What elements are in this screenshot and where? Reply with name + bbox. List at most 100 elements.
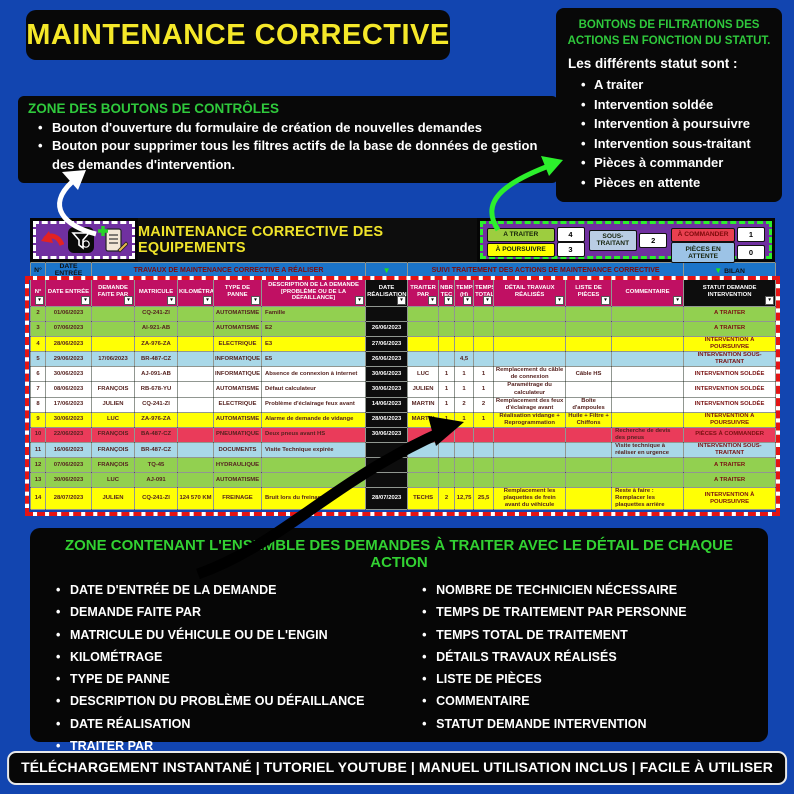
filter-dropdown-icon[interactable]: ▾: [203, 296, 212, 305]
table-cell[interactable]: [365, 457, 409, 474]
table-cell[interactable]: AI-921-AB: [134, 321, 178, 337]
table-cell[interactable]: [454, 426, 475, 444]
table-cell[interactable]: [407, 472, 440, 489]
table-cell[interactable]: 07/06/2023: [45, 457, 92, 474]
table-cell[interactable]: 30/06/2023: [365, 381, 409, 398]
filter-dropdown-icon[interactable]: ▾: [444, 296, 454, 305]
table-cell[interactable]: 2: [473, 396, 495, 413]
table-cell[interactable]: [407, 321, 440, 337]
column-header-8[interactable]: DATE RÉALISATION ▾: [365, 277, 409, 307]
table-cell[interactable]: 4: [30, 335, 46, 353]
column-header-6[interactable]: TYPE DE PANNE ▾: [213, 277, 262, 307]
table-cell[interactable]: AUTOMATISME: [213, 381, 262, 398]
table-cell[interactable]: Famille: [260, 306, 367, 322]
table-cell[interactable]: AUTOMATISME: [213, 306, 262, 322]
table-cell[interactable]: Remplacement les plaquettes de frein ava…: [493, 487, 567, 511]
filter-dropdown-icon[interactable]: ▾: [765, 296, 775, 305]
table-cell[interactable]: Visite technique à réaliser en urgence: [611, 442, 685, 459]
table-cell[interactable]: [177, 351, 214, 368]
status-cell[interactable]: INTERVENTION SOLDÉE: [683, 381, 777, 398]
table-cell[interactable]: 2: [438, 487, 456, 511]
table-cell[interactable]: TQ-45: [134, 457, 178, 474]
table-cell[interactable]: Huile + Filtre + Chiffons: [565, 411, 613, 428]
status-cell[interactable]: INTERVENTION SOLDÉE: [683, 366, 777, 383]
table-cell[interactable]: [565, 487, 613, 511]
table-cell[interactable]: 11: [30, 442, 46, 459]
table-cell[interactable]: [611, 306, 685, 322]
filter-dropdown-icon[interactable]: ▾: [673, 296, 683, 305]
table-cell[interactable]: [493, 321, 567, 337]
table-cell[interactable]: Remplacement des feux d'éclairage avant: [493, 396, 567, 413]
status-cell[interactable]: INTERVENTION SOUS-TRAITANT: [683, 351, 777, 368]
table-cell[interactable]: [91, 321, 135, 337]
table-cell[interactable]: [473, 321, 495, 337]
table-cell[interactable]: HYDRAULIQUE: [213, 457, 262, 474]
table-cell[interactable]: [611, 335, 685, 353]
table-cell[interactable]: Reste à faire : Remplacer les plaquettes…: [611, 487, 685, 511]
filter-dropdown-icon[interactable]: ▾: [555, 296, 565, 305]
table-cell[interactable]: Paramétrage du calculateur: [493, 381, 567, 398]
table-cell[interactable]: 2: [454, 396, 475, 413]
table-cell[interactable]: [565, 351, 613, 368]
table-cell[interactable]: 124 570 KM: [177, 487, 214, 511]
table-cell[interactable]: [565, 442, 613, 459]
table-cell[interactable]: LUC: [91, 411, 135, 428]
table-cell[interactable]: PNEUMATIQUE: [213, 426, 262, 444]
table-cell[interactable]: 1: [473, 411, 495, 428]
table-cell[interactable]: FREINAGE: [213, 487, 262, 511]
table-cell[interactable]: RB-678-YU: [134, 381, 178, 398]
table-cell[interactable]: 30/06/2023: [365, 426, 409, 444]
table-cell[interactable]: DOCUMENTS: [213, 442, 262, 459]
filter-dropdown-icon[interactable]: ▾: [251, 296, 260, 305]
table-cell[interactable]: AUTOMATISME: [213, 472, 262, 489]
table-cell[interactable]: 1: [438, 411, 456, 428]
table-cell[interactable]: 8: [30, 396, 46, 413]
table-cell[interactable]: [407, 335, 440, 353]
table-cell[interactable]: [454, 442, 475, 459]
table-cell[interactable]: Boîte d'ampoules: [565, 396, 613, 413]
table-cell[interactable]: [177, 306, 214, 322]
column-header-7[interactable]: DESCRIPTION DE LA DEMANDE [PROBLÈME OU D…: [260, 277, 367, 307]
table-cell[interactable]: 28/06/2023: [365, 411, 409, 428]
table-cell[interactable]: JULIEN: [91, 487, 135, 511]
table-cell[interactable]: INFORMATIQUE: [213, 366, 262, 383]
new-request-button[interactable]: [98, 225, 129, 255]
table-cell[interactable]: 29/06/2023: [45, 351, 92, 368]
column-header-11[interactable]: TEMPS (H)▾: [454, 277, 475, 307]
filter-button-sous-traitant[interactable]: SOUS-TRAITANT 2: [588, 229, 668, 251]
filter-dropdown-icon[interactable]: ▾: [81, 296, 90, 305]
table-cell[interactable]: 26/06/2023: [365, 321, 409, 337]
table-cell[interactable]: 1: [454, 411, 475, 428]
table-cell[interactable]: 7: [30, 381, 46, 398]
table-cell[interactable]: [565, 306, 613, 322]
table-cell[interactable]: 9: [30, 411, 46, 428]
table-cell[interactable]: [565, 381, 613, 398]
filter-label[interactable]: A TRAITER: [487, 227, 555, 242]
table-cell[interactable]: 6: [30, 366, 46, 383]
column-header-3[interactable]: DEMANDE FAITE PAR ▾: [91, 277, 135, 307]
table-cell[interactable]: [177, 335, 214, 353]
column-header-4[interactable]: MATRICULE ▾: [134, 277, 178, 307]
filter-button-a-traiter[interactable]: A TRAITER 4: [487, 227, 585, 242]
table-cell[interactable]: 17/06/2023: [91, 351, 135, 368]
table-cell[interactable]: 14: [30, 487, 46, 511]
table-cell[interactable]: [454, 306, 475, 322]
table-cell[interactable]: 07/06/2023: [45, 321, 92, 337]
table-cell[interactable]: 01/06/2023: [45, 306, 92, 322]
table-cell[interactable]: [611, 457, 685, 474]
status-cell[interactable]: INTERVENTION SOLDÉE: [683, 396, 777, 413]
table-cell[interactable]: ZA-976-ZA: [134, 335, 178, 353]
filter-label[interactable]: SOUS-TRAITANT: [588, 229, 638, 251]
table-cell[interactable]: [91, 366, 135, 383]
table-cell[interactable]: [611, 381, 685, 398]
table-cell[interactable]: FRANÇOIS: [91, 426, 135, 444]
status-cell[interactable]: INTERVENTION À POURSUIVRE: [683, 411, 777, 428]
table-cell[interactable]: Câble HS: [565, 366, 613, 383]
table-cell[interactable]: MARTIN: [407, 411, 440, 428]
table-cell[interactable]: [91, 335, 135, 353]
table-cell[interactable]: [365, 306, 409, 322]
table-cell[interactable]: [91, 306, 135, 322]
table-cell[interactable]: [260, 457, 367, 474]
table-cell[interactable]: [407, 442, 440, 459]
filter-label[interactable]: À COMMANDER: [671, 227, 735, 242]
